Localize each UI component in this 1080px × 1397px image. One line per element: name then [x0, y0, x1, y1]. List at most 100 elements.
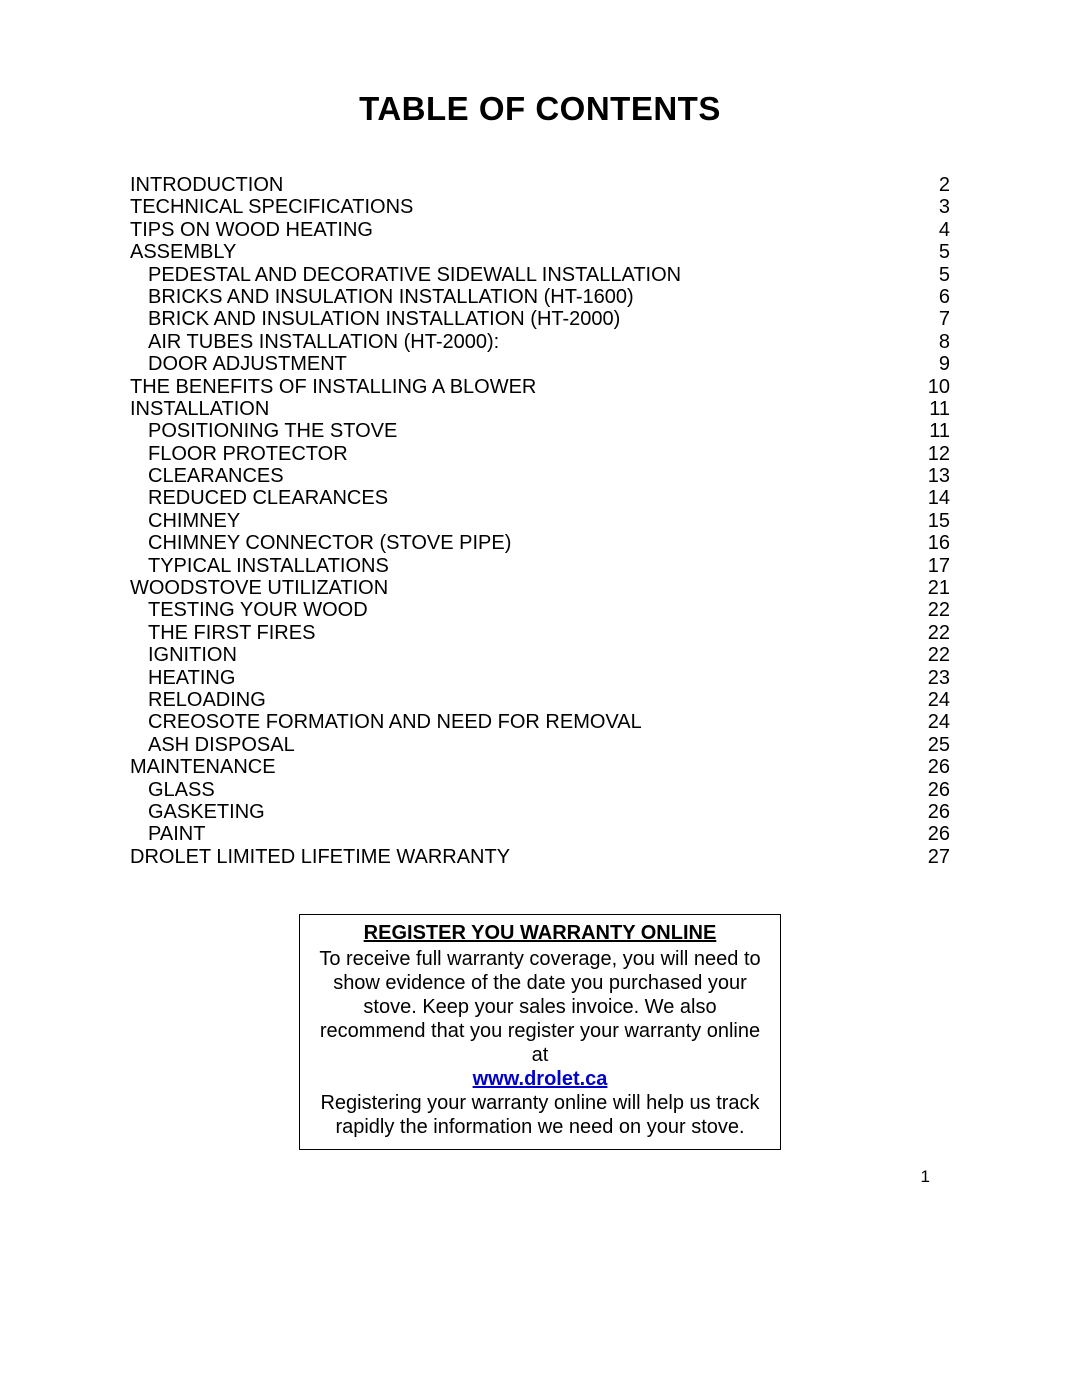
toc-page-number: 3 — [937, 196, 950, 218]
toc-page-number: 15 — [926, 510, 950, 532]
toc-page-number: 22 — [926, 599, 950, 621]
toc-label: RELOADING — [148, 689, 266, 711]
toc-page-number: 11 — [927, 398, 950, 420]
toc-page-number: 21 — [926, 577, 950, 599]
toc-label: FLOOR PROTECTOR — [148, 443, 348, 465]
toc-row: POSITIONING THE STOVE 11 — [130, 420, 950, 442]
toc-row: INTRODUCTION 2 — [130, 174, 950, 196]
toc-row: DOOR ADJUSTMENT 9 — [130, 353, 950, 375]
toc-row: TESTING YOUR WOOD 22 — [130, 599, 950, 621]
toc-label: BRICK AND INSULATION INSTALLATION (HT-20… — [148, 308, 620, 330]
toc-row: MAINTENANCE 26 — [130, 756, 950, 778]
toc-label: INSTALLATION — [130, 398, 269, 420]
warranty-link[interactable]: www.drolet.ca — [473, 1068, 608, 1090]
toc-label: BRICKS AND INSULATION INSTALLATION (HT-1… — [148, 286, 634, 308]
toc-row: ASSEMBLY 5 — [130, 241, 950, 263]
toc-row: TECHNICAL SPECIFICATIONS 3 — [130, 196, 950, 218]
toc-page-number: 6 — [937, 286, 950, 308]
toc-label: TESTING YOUR WOOD — [148, 599, 368, 621]
toc-row: THE BENEFITS OF INSTALLING A BLOWER 10 — [130, 376, 950, 398]
toc-page-number: 11 — [927, 420, 950, 442]
toc-page-number: 4 — [937, 219, 950, 241]
toc-row: REDUCED CLEARANCES 14 — [130, 487, 950, 509]
toc-page-number: 26 — [926, 756, 950, 778]
toc-row: THE FIRST FIRES 22 — [130, 622, 950, 644]
toc-row: TYPICAL INSTALLATIONS 17 — [130, 555, 950, 577]
toc-row: IGNITION 22 — [130, 644, 950, 666]
toc-page-number: 26 — [926, 801, 950, 823]
toc-page-number: 17 — [926, 555, 950, 577]
toc-label: ASSEMBLY — [130, 241, 236, 263]
toc-row: AIR TUBES INSTALLATION (HT-2000): 8 — [130, 331, 950, 353]
toc-row: CREOSOTE FORMATION AND NEED FOR REMOVAL 2… — [130, 711, 950, 733]
toc-label: DOOR ADJUSTMENT — [148, 353, 347, 375]
toc-page-number: 24 — [926, 689, 950, 711]
toc-page-number: 2 — [937, 174, 950, 196]
toc-label: CHIMNEY CONNECTOR (STOVE PIPE) — [148, 532, 511, 554]
page-title: TABLE OF CONTENTS — [130, 90, 950, 128]
toc-page-number: 23 — [926, 667, 950, 689]
toc-row: BRICKS AND INSULATION INSTALLATION (HT-1… — [130, 286, 950, 308]
toc-page-number: 10 — [926, 376, 950, 398]
page: TABLE OF CONTENTS INTRODUCTION2TECHNICAL… — [0, 0, 1080, 1397]
toc-row: PEDESTAL AND DECORATIVE SIDEWALL INSTALL… — [130, 264, 950, 286]
toc-row: CLEARANCES 13 — [130, 465, 950, 487]
toc-label: GASKETING — [148, 801, 265, 823]
toc-row: TIPS ON WOOD HEATING 4 — [130, 219, 950, 241]
toc-label: HEATING — [148, 667, 235, 689]
toc-page-number: 5 — [937, 264, 950, 286]
toc-page-number: 26 — [926, 779, 950, 801]
toc-page-number: 25 — [926, 734, 950, 756]
toc-label: TECHNICAL SPECIFICATIONS — [130, 196, 413, 218]
toc-label: AIR TUBES INSTALLATION (HT-2000): — [148, 331, 499, 353]
toc-page-number: 5 — [937, 241, 950, 263]
toc-label: IGNITION — [148, 644, 237, 666]
toc-label: PAINT — [148, 823, 205, 845]
toc-label: THE FIRST FIRES — [148, 622, 315, 644]
toc-page-number: 13 — [926, 465, 950, 487]
toc-row: GLASS26 — [130, 779, 950, 801]
toc-label: PEDESTAL AND DECORATIVE SIDEWALL INSTALL… — [148, 264, 681, 286]
toc-page-number: 16 — [926, 532, 950, 554]
toc-label: POSITIONING THE STOVE — [148, 420, 397, 442]
toc-label: REDUCED CLEARANCES — [148, 487, 388, 509]
toc-page-number: 8 — [937, 331, 950, 353]
toc-page-number: 22 — [926, 622, 950, 644]
toc-label: WOODSTOVE UTILIZATION — [130, 577, 388, 599]
toc-row: HEATING 23 — [130, 667, 950, 689]
toc-label: INTRODUCTION — [130, 174, 283, 196]
warranty-body-2: Registering your warranty online will he… — [310, 1091, 770, 1139]
toc-row: GASKETING 26 — [130, 801, 950, 823]
toc-label: ASH DISPOSAL — [148, 734, 295, 756]
toc-row: CHIMNEY 15 — [130, 510, 950, 532]
toc-row: DROLET LIMITED LIFETIME WARRANTY 27 — [130, 846, 950, 868]
toc-row: RELOADING 24 — [130, 689, 950, 711]
toc-label: DROLET LIMITED LIFETIME WARRANTY — [130, 846, 510, 868]
toc-row: FLOOR PROTECTOR 12 — [130, 443, 950, 465]
warranty-body-1: To receive full warranty coverage, you w… — [310, 947, 770, 1067]
toc-label: CLEARANCES — [148, 465, 284, 487]
toc-page-number: 22 — [926, 644, 950, 666]
toc-row: INSTALLATION 11 — [130, 398, 950, 420]
toc-label: THE BENEFITS OF INSTALLING A BLOWER — [130, 376, 536, 398]
toc-row: PAINT 26 — [130, 823, 950, 845]
toc-row: WOODSTOVE UTILIZATION 21 — [130, 577, 950, 599]
toc-page-number: 7 — [937, 308, 950, 330]
toc-label: CHIMNEY — [148, 510, 240, 532]
page-number: 1 — [921, 1167, 930, 1187]
toc-label: CREOSOTE FORMATION AND NEED FOR REMOVAL — [148, 711, 642, 733]
warranty-box: REGISTER YOU WARRANTY ONLINE To receive … — [299, 914, 781, 1150]
table-of-contents: INTRODUCTION 2 TECHNICAL SPECIFICATIONS 3TI… — [130, 174, 950, 868]
toc-row: BRICK AND INSULATION INSTALLATION (HT-20… — [130, 308, 950, 330]
toc-page-number: 24 — [926, 711, 950, 733]
toc-page-number: 12 — [926, 443, 950, 465]
toc-row: ASH DISPOSAL 25 — [130, 734, 950, 756]
toc-label: TYPICAL INSTALLATIONS — [148, 555, 389, 577]
toc-label: MAINTENANCE — [130, 756, 276, 778]
toc-page-number: 9 — [937, 353, 950, 375]
toc-row: CHIMNEY CONNECTOR (STOVE PIPE) 16 — [130, 532, 950, 554]
toc-page-number: 14 — [926, 487, 950, 509]
warranty-heading: REGISTER YOU WARRANTY ONLINE — [310, 921, 770, 945]
toc-page-number: 27 — [926, 846, 950, 868]
toc-page-number: 26 — [926, 823, 950, 845]
